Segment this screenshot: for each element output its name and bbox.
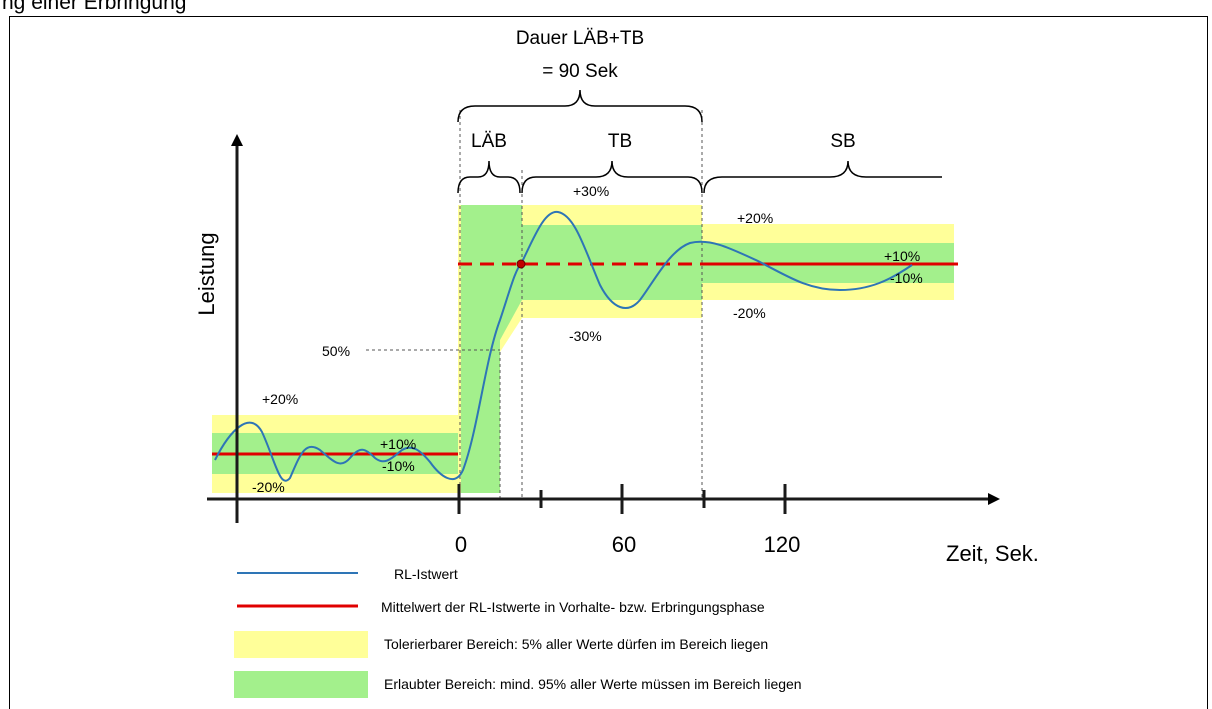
pre-minus10-label: -10% — [382, 458, 415, 474]
guide-lines — [366, 110, 703, 500]
tb-minus30-label: -30% — [569, 328, 602, 344]
phase-label-sb: SB — [830, 131, 855, 152]
phase-label-laeb: LÄB — [471, 131, 507, 152]
legend-swatch-erlaubt — [234, 671, 368, 698]
legend-label-mittelwert: Mittelwert der RL-Istwerte in Vorhalte- … — [381, 599, 765, 615]
duration-brace — [457, 89, 703, 123]
legend-swatch-tolerierbar — [234, 631, 368, 658]
pre-plus20-label: +20% — [262, 391, 298, 407]
x-tick-label-60: 60 — [612, 532, 636, 557]
legend-label-erlaubt: Erlaubter Bereich: mind. 95% aller Werte… — [384, 676, 802, 692]
axes — [207, 134, 1000, 523]
sb-plus20-label: +20% — [737, 210, 773, 226]
y-axis-label: Leistung — [194, 232, 219, 315]
x-axis-label: Zeit, Sek. — [946, 541, 1039, 566]
tb-plus30-label: +30% — [573, 183, 609, 199]
top-caption: ng einer Erbringung — [2, 0, 187, 14]
laeb-green-band — [461, 205, 500, 493]
duration-label-line2: = 90 Sek — [542, 61, 618, 82]
sb-plus10-label: +10% — [884, 248, 920, 264]
sb-minus10-label: -10% — [890, 270, 923, 286]
pre-plus10-label: +10% — [380, 436, 416, 452]
phase-label-tb: TB — [608, 131, 632, 152]
legend-label-istwert: RL-Istwert — [394, 566, 458, 582]
legend: RL-Istwert Mittelwert der RL-Istwerte in… — [234, 566, 802, 698]
figure-frame — [9, 16, 1208, 709]
sb-minus20-label: -20% — [733, 305, 766, 321]
fifty-percent-label: 50% — [322, 343, 350, 359]
x-tick-label-0: 0 — [455, 532, 467, 557]
mean-lines — [212, 262, 958, 456]
x-tick-label-120: 120 — [764, 532, 801, 557]
legend-label-tolerierbar: Tolerierbarer Bereich: 5% aller Werte dü… — [384, 636, 768, 652]
sb-brace — [703, 160, 942, 194]
tb-brace — [521, 160, 703, 194]
pre-minus20-label: -20% — [252, 479, 285, 495]
braces — [457, 89, 942, 194]
midpoint-marker — [516, 259, 526, 269]
rl-istwert-curve — [214, 210, 913, 482]
duration-label-line1: Dauer LÄB+TB — [516, 28, 644, 49]
laeb-brace — [457, 160, 521, 194]
